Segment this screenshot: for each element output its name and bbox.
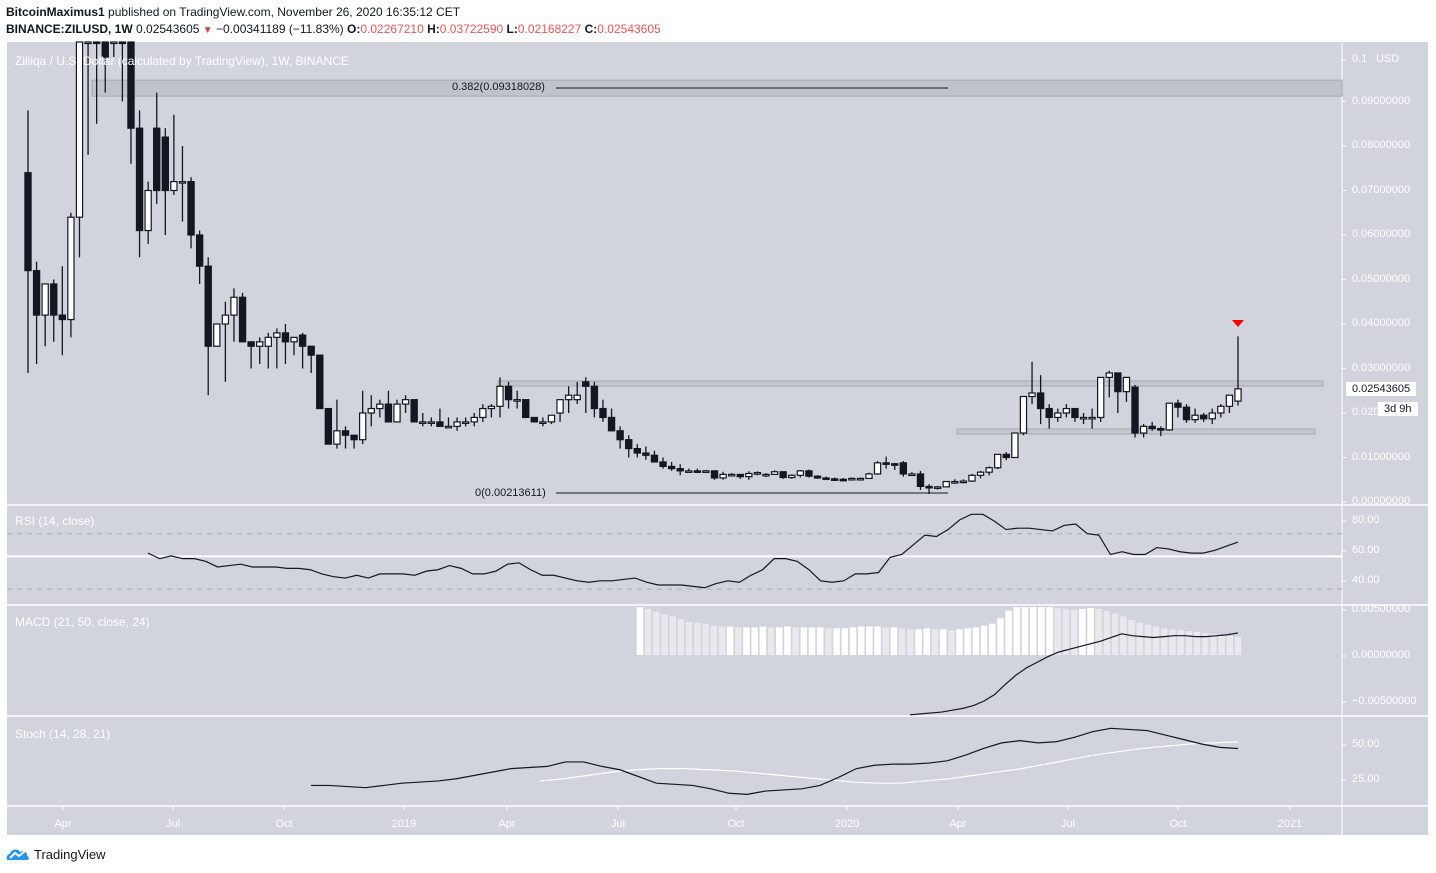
- macd-pane-title: MACD (21, 50, close, 24): [15, 615, 150, 629]
- time-tick: Oct: [727, 818, 745, 830]
- footer-brand-label: TradingView: [34, 846, 106, 862]
- price-tick: 0.08000000: [1352, 139, 1411, 151]
- fib-top-label: 0.382(0.09318028): [452, 81, 545, 93]
- time-tick: Jul: [610, 818, 626, 830]
- price-tick: 0.07000000: [1352, 183, 1411, 196]
- time-tick: Apr: [949, 818, 967, 830]
- tradingview-logo-icon: [6, 849, 29, 860]
- published-text: published on TradingView.com, November 2…: [108, 5, 461, 19]
- main-pane-title: Zilliqa / U.S. Dollar (calculated by Tra…: [15, 54, 349, 68]
- price-tick: 0.00000000: [1352, 495, 1411, 507]
- macd-tick: 0.00000000: [1352, 649, 1411, 661]
- low-value: 0.02168227: [517, 22, 582, 36]
- low-label: L:: [506, 22, 518, 36]
- down-triangle-icon: ▼: [202, 25, 213, 36]
- macd-tick: −0.00500000: [1352, 695, 1417, 707]
- price-change: −0.00341189 (−11.83%): [216, 22, 344, 36]
- rsi-pane-title: RSI (14, close): [15, 514, 95, 528]
- time-tick: Oct: [1169, 818, 1187, 830]
- ohlc-legend: BINANCE:ZILUSD, 1W 0.02543605 ▼ −0.00341…: [6, 22, 661, 36]
- macd-tick: 0.00500000: [1352, 603, 1411, 615]
- last-price: 0.02543605: [136, 22, 200, 36]
- open-label: O:: [347, 22, 361, 36]
- symbol-label: BINANCE:ZILUSD, 1W: [6, 22, 133, 36]
- stoch-tick: 50.00: [1352, 738, 1380, 750]
- fib-bottom-label: 0(0.00213611): [475, 487, 546, 499]
- time-tick: Oct: [275, 818, 293, 830]
- currency-label: USD: [1376, 53, 1400, 65]
- time-tick: Apr: [498, 818, 516, 830]
- close-label: C:: [584, 22, 598, 36]
- price-tick: 0.01000000: [1352, 450, 1411, 463]
- price-tick: 0.09000000: [1352, 94, 1411, 107]
- rsi-tick: 60.00: [1352, 544, 1380, 556]
- price-tick: 0.03000000: [1352, 361, 1411, 374]
- publish-info: BitcoinMaximus1 published on TradingView…: [6, 5, 460, 19]
- price-tick: 0.04000000: [1352, 317, 1411, 329]
- stoch-pane-title: Stoch (14, 28, 21): [15, 727, 111, 741]
- time-tick: Apr: [54, 818, 72, 830]
- current-price-tag: 0.02543605: [1346, 382, 1417, 396]
- high-value: 0.03722590: [439, 22, 504, 36]
- open-value: 0.02267210: [360, 22, 424, 36]
- close-value: 0.02543605: [597, 22, 661, 36]
- footer-brand[interactable]: TradingView: [6, 846, 106, 862]
- time-tick: Jul: [165, 818, 181, 830]
- price-tick: 0.1: [1352, 53, 1368, 65]
- author-name: BitcoinMaximus1: [6, 5, 105, 19]
- price-tick: 0.05000000: [1352, 272, 1411, 285]
- stoch-tick: 25.00: [1352, 773, 1380, 785]
- rsi-tick: 40.00: [1352, 574, 1380, 586]
- time-tick: 2020: [834, 818, 860, 830]
- bar-countdown: 3d 9h: [1378, 402, 1418, 416]
- rsi-tick: 80.00: [1352, 514, 1380, 526]
- price-tick: 0.06000000: [1352, 228, 1411, 240]
- time-tick: 2019: [391, 818, 417, 830]
- time-tick: 2021: [1277, 818, 1303, 830]
- time-tick: Jul: [1060, 818, 1076, 830]
- high-label: H:: [427, 22, 440, 36]
- chart-area[interactable]: [7, 42, 1428, 835]
